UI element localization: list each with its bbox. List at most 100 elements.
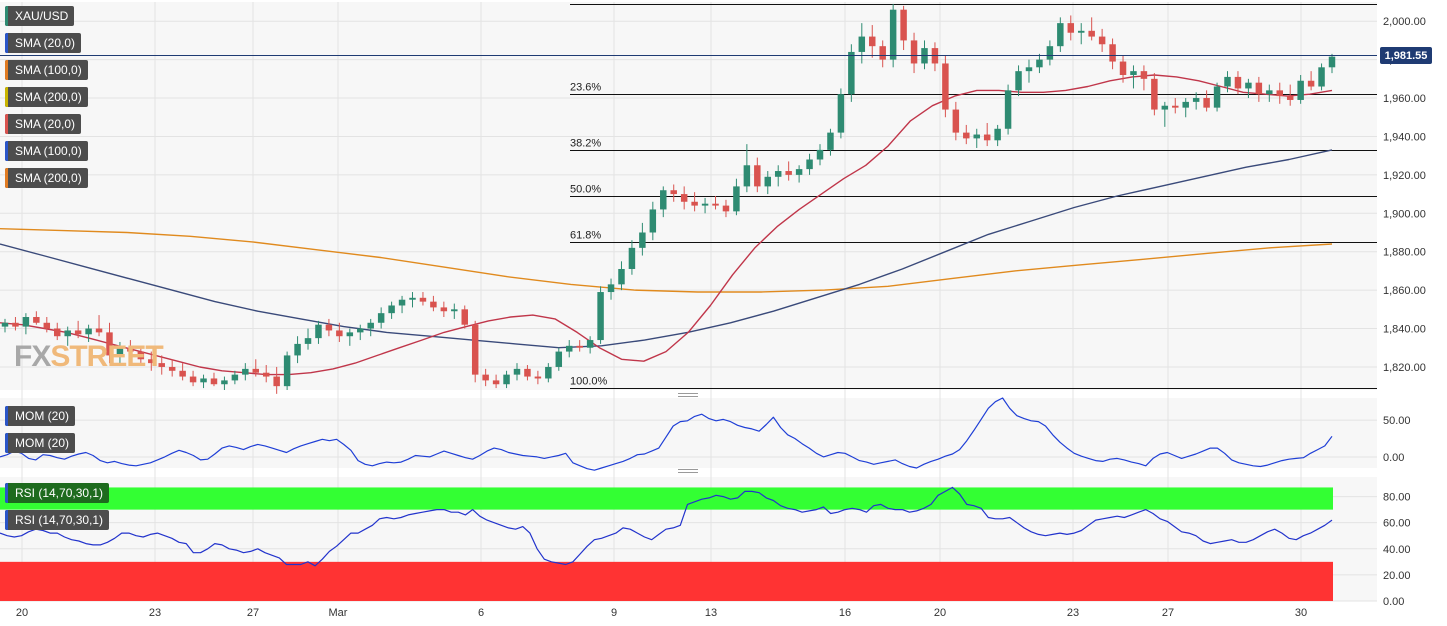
candle-body xyxy=(85,328,92,335)
candle-body xyxy=(158,363,165,367)
candle-body xyxy=(1130,71,1137,75)
candle-body xyxy=(1109,44,1116,62)
candle-body xyxy=(283,355,291,387)
legend-sma-6[interactable]: SMA (200,0) xyxy=(5,168,88,188)
momentum-panel-bg xyxy=(0,398,1377,468)
oscillator-lines xyxy=(0,397,1333,567)
watermark-fx: FX xyxy=(14,340,51,373)
legend-swatch xyxy=(5,483,8,503)
candle-body xyxy=(1067,23,1075,33)
legend-swatch xyxy=(5,168,8,188)
legend-label: MOM (20) xyxy=(15,409,69,423)
sma20-line xyxy=(0,74,1333,376)
symbol-swatch xyxy=(5,6,8,26)
symbol-legend[interactable]: XAU/USD xyxy=(5,6,75,26)
candle-body xyxy=(618,268,625,285)
candle-body xyxy=(492,380,500,385)
candle-body xyxy=(357,328,364,333)
candle-body xyxy=(1213,86,1221,108)
candle-body xyxy=(607,284,615,293)
candle-body xyxy=(910,40,918,64)
candle-body xyxy=(221,380,228,385)
candle-body xyxy=(22,317,30,327)
candle-body xyxy=(168,366,176,371)
candle-body xyxy=(534,376,542,379)
candle-body xyxy=(555,351,563,367)
price-tick-label: 1,820.00 xyxy=(1383,362,1426,374)
candle-body xyxy=(1328,56,1336,68)
legend-momentum-2[interactable]: MOM (20) xyxy=(5,433,75,453)
pane-splitter-top[interactable] xyxy=(678,393,698,399)
x-tick-label: 27 xyxy=(1162,607,1174,619)
x-tick-label: 27 xyxy=(247,607,259,619)
candle-body xyxy=(231,374,239,381)
legend-sma-4[interactable]: SMA (20,0) xyxy=(5,114,82,134)
price-tick-label: 1,840.00 xyxy=(1383,324,1426,336)
sma100-line xyxy=(0,149,1333,349)
candle-body xyxy=(806,159,813,170)
candle-body xyxy=(304,338,312,344)
candle-body xyxy=(377,313,385,323)
pane-splitter-bottom[interactable] xyxy=(678,469,698,475)
candle-body xyxy=(1318,67,1325,87)
candle-body xyxy=(1119,61,1127,75)
candle-body xyxy=(451,309,458,312)
candle-body xyxy=(743,165,751,187)
legend-sma-2[interactable]: SMA (100,0) xyxy=(5,60,88,80)
candle-body xyxy=(764,176,772,187)
rsi-tick-label: 80.00 xyxy=(1383,492,1411,504)
candle-body xyxy=(513,368,521,375)
last-price-tag: 1,981.55 xyxy=(1380,47,1432,64)
candle-body xyxy=(785,171,792,175)
fibonacci-label: 38.2% xyxy=(570,138,601,150)
candle-body xyxy=(1088,30,1095,37)
legend-sma-5[interactable]: SMA (100,0) xyxy=(5,141,88,161)
x-tick-label: 6 xyxy=(478,607,484,619)
price-tick-label: 1,860.00 xyxy=(1383,285,1426,297)
candle-body xyxy=(973,134,980,139)
x-tick-label: 30 xyxy=(1295,607,1307,619)
candle-body xyxy=(565,345,573,352)
candle-body xyxy=(1161,105,1169,110)
candle-body xyxy=(660,190,667,210)
candle-body xyxy=(1182,101,1189,108)
candle-body xyxy=(200,378,207,383)
candle-body xyxy=(12,322,19,327)
legend-swatch xyxy=(5,406,8,426)
candle-body xyxy=(1234,76,1242,89)
legend-label: SMA (100,0) xyxy=(15,63,82,77)
momentum-tick-label: 50.00 xyxy=(1383,415,1411,427)
rsi-tick-label: 0.00 xyxy=(1383,596,1404,608)
legend-sma-3[interactable]: SMA (200,0) xyxy=(5,87,88,107)
candle-body xyxy=(649,209,657,233)
x-tick-label: 23 xyxy=(149,607,161,619)
candle-body xyxy=(148,359,155,364)
price-tick-label: 2,000.00 xyxy=(1383,16,1426,28)
x-tick-label: Mar xyxy=(329,607,348,619)
x-tick-label: 20 xyxy=(16,607,28,619)
candle-body xyxy=(315,324,322,339)
candle-body xyxy=(1224,76,1231,87)
candle-body xyxy=(1098,36,1106,45)
candle-body xyxy=(1192,98,1200,102)
legend-swatch xyxy=(5,433,8,453)
axis-tick-labels: 20 23 27 Mar 6 9 13 16 20 23 27 30 1,820.00 1,840.00 1… xyxy=(16,16,1426,619)
candle-body xyxy=(545,366,552,379)
price-tick-label: 1,960.00 xyxy=(1383,93,1426,105)
candle-body xyxy=(1057,23,1064,47)
candle-body xyxy=(1245,82,1252,89)
legend-rsi-2[interactable]: RSI (14,70,30,1) xyxy=(5,510,110,530)
legend-momentum-1[interactable]: MOM (20) xyxy=(5,406,75,426)
candle-body xyxy=(942,63,949,110)
candle-body xyxy=(795,169,803,175)
candle-body xyxy=(1255,82,1263,95)
candle-body xyxy=(889,9,897,60)
candle-body xyxy=(336,330,343,337)
legend-sma-1[interactable]: SMA (20,0) xyxy=(5,33,82,53)
candle-body xyxy=(54,328,61,337)
candle-body xyxy=(1203,98,1210,108)
candle-body xyxy=(983,134,991,141)
legend-swatch xyxy=(5,510,8,530)
legend-label: SMA (200,0) xyxy=(15,90,82,104)
legend-rsi-1[interactable]: RSI (14,70,30,1) xyxy=(5,483,110,503)
